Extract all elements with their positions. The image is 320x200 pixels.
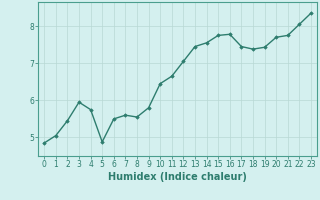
X-axis label: Humidex (Indice chaleur): Humidex (Indice chaleur) (108, 172, 247, 182)
